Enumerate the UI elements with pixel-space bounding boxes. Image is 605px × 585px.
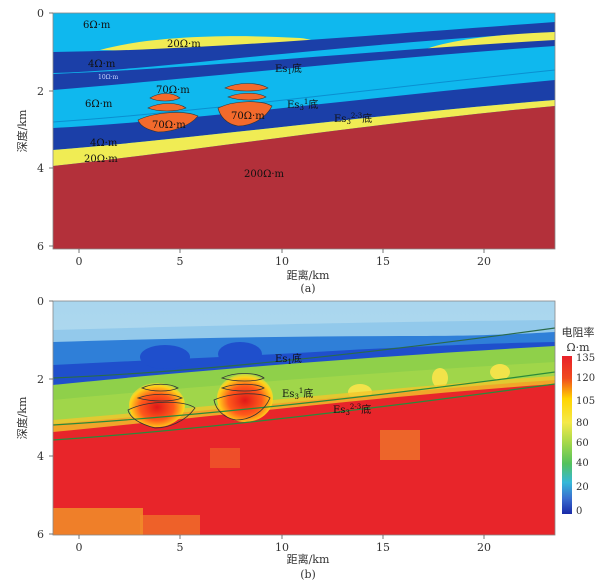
label-70ohm-a: 70Ω·m (156, 85, 190, 96)
panel-b-inversion (53, 301, 555, 535)
label-4ohm-bottom: 4Ω·m (90, 138, 118, 149)
b-label-es3-1-bottom: Es31底 (282, 387, 313, 401)
panel-a-axes: 0 5 10 15 20 0 2 4 6 距离/km 深度/km (a) (15, 7, 556, 295)
panel-b-labels: Es1底 Es31底 Es32-3底 (275, 352, 371, 417)
a-ylabel: 深度/km (15, 109, 29, 152)
b-ytick-2: 2 (37, 373, 44, 386)
horizon-es1 (53, 327, 555, 379)
b-caption: (b) (300, 568, 316, 581)
b-xlabel: 距离/km (287, 552, 330, 566)
a-ytick-2: 2 (37, 85, 44, 98)
a-xtick-10: 10 (275, 255, 289, 268)
label-6ohm-top: 6Ω·m (83, 20, 111, 31)
a-xtick-5: 5 (177, 255, 184, 268)
cbar-tick-40: 40 (576, 458, 589, 469)
b-xtick-5: 5 (177, 541, 184, 554)
b-ytick-0: 0 (37, 295, 44, 308)
b-xtick-10: 10 (275, 541, 289, 554)
label-20ohm-bottom: 20Ω·m (84, 154, 118, 165)
label-10ohm: 10Ω·m (98, 74, 119, 81)
cbar-tick-60: 60 (576, 438, 589, 449)
cbar-tick-105: 105 (576, 396, 595, 407)
b-label-es1-bottom: Es1底 (275, 352, 302, 366)
cbar-tick-20: 20 (576, 482, 589, 493)
label-es3-23-bottom: Es32-3底 (334, 112, 372, 126)
layer-4ohm-top (53, 22, 555, 73)
colorbar-title: 电阻率 (562, 325, 595, 339)
a-ytick-4: 4 (37, 162, 44, 175)
panel-a-model (53, 13, 555, 249)
cbar-tick-80: 80 (576, 418, 589, 429)
b-ytick-4: 4 (37, 450, 44, 463)
a-xlabel: 距离/km (287, 268, 330, 282)
label-70ohm-b: 70Ω·m (152, 120, 186, 131)
lens-right-3 (217, 101, 273, 127)
cbar-tick-135: 135 (576, 353, 595, 364)
layer-20ohm-bottom (53, 100, 555, 166)
lens-left-3 (137, 112, 199, 133)
layer-4ohm-bottom (53, 80, 555, 150)
cbar-tick-0: 0 (576, 506, 582, 517)
a-xtick-15: 15 (376, 255, 390, 268)
lens-left-2 (147, 103, 187, 112)
lens-right-2 (227, 92, 267, 101)
label-20ohm-top: 20Ω·m (167, 39, 201, 50)
lens-right-1 (224, 83, 269, 92)
panel-b-axes: 0 5 10 15 20 0 2 4 6 距离/km 深度/km (b) (15, 295, 556, 581)
b-xtick-20: 20 (477, 541, 491, 554)
label-4ohm-top: 4Ω·m (88, 59, 116, 70)
cbar-tick-120: 120 (576, 373, 595, 384)
panel-a-labels: 6Ω·m 20Ω·m 4Ω·m 10Ω·m Es1底 6Ω·m 70Ω·m 70… (83, 20, 372, 180)
label-es3-1-bottom: Es31底 (287, 98, 318, 112)
a-ytick-6: 6 (37, 240, 44, 253)
colorbar-unit: Ω·m (566, 341, 590, 354)
colorbar-gradient (562, 356, 572, 514)
horizon-es3-1 (53, 371, 555, 426)
colorbar: 电阻率 Ω·m 135 120 105 80 60 40 20 0 (562, 325, 596, 517)
label-es1-bottom: Es1底 (275, 62, 302, 76)
b-label-es3-23-bottom: Es32-3底 (333, 403, 371, 417)
horizon-es3-23 (53, 383, 555, 441)
label-200ohm: 200Ω·m (244, 169, 285, 180)
b-ytick-6: 6 (37, 528, 44, 541)
a-xtick-0: 0 (76, 255, 83, 268)
b-xtick-15: 15 (376, 541, 390, 554)
a-xtick-20: 20 (477, 255, 491, 268)
b-xtick-0: 0 (76, 541, 83, 554)
layer-200ohm-basement (53, 106, 555, 249)
boundary-es3-1 (53, 69, 555, 123)
layer-10ohm-band (53, 40, 555, 90)
label-6ohm-mid: 6Ω·m (85, 99, 113, 110)
a-ytick-0: 0 (37, 7, 44, 20)
lens-left-1 (149, 93, 181, 102)
b-ylabel: 深度/km (15, 396, 29, 439)
a-caption: (a) (300, 282, 315, 295)
label-70ohm-c: 70Ω·m (231, 111, 265, 122)
